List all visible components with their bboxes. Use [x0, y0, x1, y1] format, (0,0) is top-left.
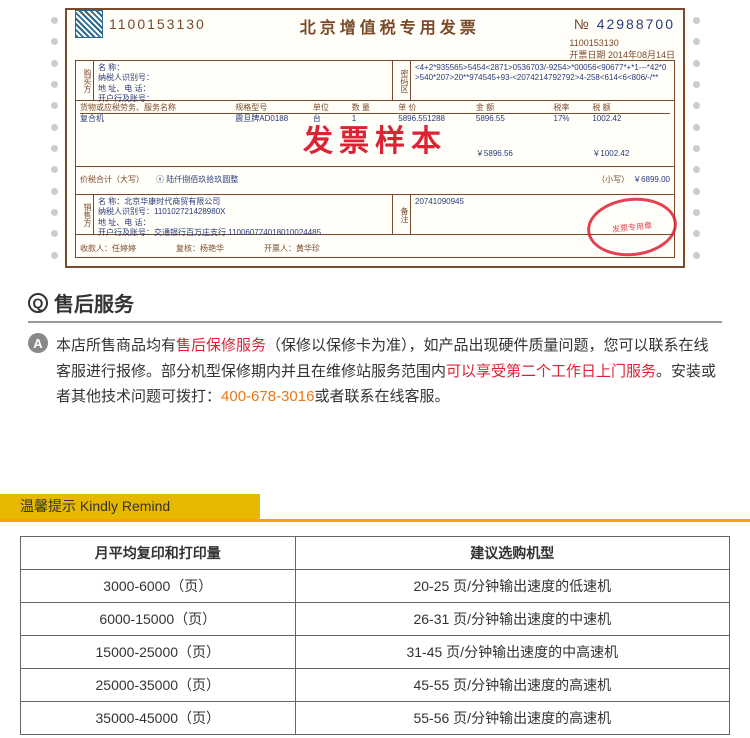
invoice-frame: 1100153130 北京增值税专用发票 № 42988700 11001531… — [65, 8, 685, 268]
col-qty: 数 量 — [352, 103, 399, 113]
cell-model: 55-56 页/分钟输出速度的高速机 — [295, 701, 729, 734]
cell-tax: 1002.42 — [592, 114, 670, 124]
cell-volume: 6000-15000（页） — [21, 602, 296, 635]
drawer: 开票人：黄华珍 — [264, 244, 320, 254]
cell-model: 45-55 页/分钟输出速度的高速机 — [295, 668, 729, 701]
col-spec: 规格型号 — [235, 103, 313, 113]
invoice-code: 1100153130 — [109, 16, 206, 32]
perforation-left — [43, 10, 65, 266]
cell-model: 20-25 页/分钟输出速度的低速机 — [295, 569, 729, 602]
table-row: 25000-35000（页）45-55 页/分钟输出速度的高速机 — [21, 668, 730, 701]
buyer-row: 购买方 名 称： 纳税人识别号： 地 址、电 话： 开户行及账号： 密码区 <4… — [76, 61, 674, 101]
sum-tax: ￥1002.42 — [592, 149, 670, 159]
seller-row: 销售方 名 称：北京华康时代商贸有限公司 纳税人识别号：110102721428… — [76, 195, 674, 235]
sign-row: 收款人：任婷婷 复核：杨艳华 开票人：黄华珍 — [76, 235, 674, 263]
seller-name: 名 称：北京华康时代商贸有限公司 — [98, 197, 388, 207]
total-sm-label: （小写） — [597, 175, 629, 185]
cell-volume: 15000-25000（页） — [21, 635, 296, 668]
seller-info: 名 称：北京华康时代商贸有限公司 纳税人识别号：110102721428980X… — [94, 195, 393, 234]
perforation-right — [685, 10, 707, 266]
invoice-code-block: 1100153130 — [75, 10, 206, 38]
service-header: Q 售后服务 — [28, 288, 722, 323]
svc-hl1: 售后保修服务 — [176, 337, 266, 354]
col-unit: 单位 — [313, 103, 352, 113]
buyer-info: 名 称： 纳税人识别号： 地 址、电 话： 开户行及账号： — [94, 61, 393, 100]
cell-model: 31-45 页/分钟输出速度的中高速机 — [295, 635, 729, 668]
cipher-area: <4+2*935565>5454<2871>0536703/-9254>*000… — [411, 61, 674, 100]
invoice-code-small: 1100153130 — [569, 38, 618, 48]
remind-title: 温馨提示 Kindly Remind — [20, 496, 170, 516]
seller-label: 销售方 — [76, 195, 94, 234]
invoice-title: 北京增值税专用发票 — [300, 14, 480, 38]
col-rate: 税率 — [554, 103, 593, 113]
reviewer: 复核：杨艳华 — [176, 244, 224, 254]
table-row: 3000-6000（页）20-25 页/分钟输出速度的低速机 — [21, 569, 730, 602]
invoice-sample: 1100153130 北京增值税专用发票 № 42988700 11001531… — [0, 0, 750, 276]
svc-pre1: 本店所售商品均有 — [56, 337, 176, 354]
q-icon: Q — [28, 293, 48, 313]
table-col2: 建议选购机型 — [295, 536, 729, 569]
total-sm: ￥6899.00 — [633, 175, 670, 185]
invoice-subheader: 1100153130 开票日期 2014年08月14日 — [67, 38, 683, 61]
total-label: 价税合计（大写） — [80, 175, 144, 185]
svc-hl2: 可以享受第二个工作日上门服务 — [446, 363, 656, 380]
invoice-no-value: 42988700 — [597, 16, 675, 32]
total-row: 价税合计（大写） ⓧ 陆仟捌佰玖拾玖圆整 （小写） ￥6899.00 — [76, 167, 674, 195]
cell-amount: 5896.55 — [476, 114, 554, 124]
invoice-number: № 42988700 — [574, 16, 675, 32]
invoice-date-label: 开票日期 — [569, 50, 605, 60]
col-price: 单 价 — [398, 103, 476, 113]
total-cell: 价税合计（大写） ⓧ 陆仟捌佰玖拾玖圆整 （小写） ￥6899.00 — [76, 167, 674, 194]
seller-taxno: 纳税人识别号：110102721428980X — [98, 207, 388, 217]
buyer-label: 购买方 — [76, 61, 94, 100]
cell-spec: 震旦牌AD0188 — [235, 114, 313, 124]
col-item: 货物或应税劳务、服务名称 — [80, 103, 235, 113]
service-section: Q 售后服务 A 本店所售商品均有售后保修服务（保修以保修卡为准），如产品出现硬… — [0, 276, 750, 434]
invoice-header-row: 1100153130 北京增值税专用发票 № 42988700 — [67, 10, 683, 38]
cell-item: 复合机 — [80, 114, 235, 124]
qr-icon — [75, 10, 103, 38]
invoice-watermark: 发票样本 — [303, 116, 447, 160]
total-cn: ⓧ 陆仟捌佰玖拾玖圆整 — [156, 175, 238, 185]
sum-amount: ￥5896.56 — [476, 149, 554, 159]
col-tax: 税 额 — [592, 103, 670, 113]
cell-volume: 25000-35000（页） — [21, 668, 296, 701]
cipher-label: 密码区 — [393, 61, 411, 100]
buyer-name: 名 称： — [98, 63, 388, 73]
table-col1: 月平均复印和打印量 — [21, 536, 296, 569]
payee: 收款人：任婷婷 — [80, 244, 136, 254]
cell-model: 26-31 页/分钟输出速度的中速机 — [295, 602, 729, 635]
a-icon: A — [28, 333, 48, 353]
sign-cell: 收款人：任婷婷 复核：杨艳华 开票人：黄华珍 — [76, 235, 674, 263]
remind-section: 温馨提示 Kindly Remind 月平均复印和打印量 建议选购机型 3000… — [0, 494, 750, 735]
svc-phone: 400-678-3016 — [221, 388, 314, 405]
cell-volume: 35000-45000（页） — [21, 701, 296, 734]
service-title: 售后服务 — [54, 288, 134, 317]
print-volume-table: 月平均复印和打印量 建议选购机型 3000-6000（页）20-25 页/分钟输… — [20, 536, 730, 735]
seller-addr: 地 址、电 话： — [98, 218, 388, 228]
remind-header: 温馨提示 Kindly Remind — [0, 494, 750, 522]
service-body: A 本店所售商品均有售后保修服务（保修以保修卡为准），如产品出现硬件质量问题，您… — [28, 333, 722, 410]
col-amount: 金 额 — [476, 103, 554, 113]
table-row: 35000-45000（页）55-56 页/分钟输出速度的高速机 — [21, 701, 730, 734]
svc-tail: 或者联系在线客服。 — [314, 388, 449, 405]
cell-volume: 3000-6000（页） — [21, 569, 296, 602]
cell-rate: 17% — [554, 114, 593, 124]
remark-label: 备注 — [393, 195, 411, 234]
service-text: 本店所售商品均有售后保修服务（保修以保修卡为准），如产品出现硬件质量问题，您可以… — [56, 333, 722, 410]
table-row: 6000-15000（页）26-31 页/分钟输出速度的中速机 — [21, 602, 730, 635]
buyer-taxno: 纳税人识别号： — [98, 73, 388, 83]
table-row: 15000-25000（页）31-45 页/分钟输出速度的中高速机 — [21, 635, 730, 668]
invoice-no-label: № — [574, 16, 589, 32]
buyer-addr: 地 址、电 话： — [98, 84, 388, 94]
invoice-date: 2014年08月14日 — [608, 50, 675, 60]
